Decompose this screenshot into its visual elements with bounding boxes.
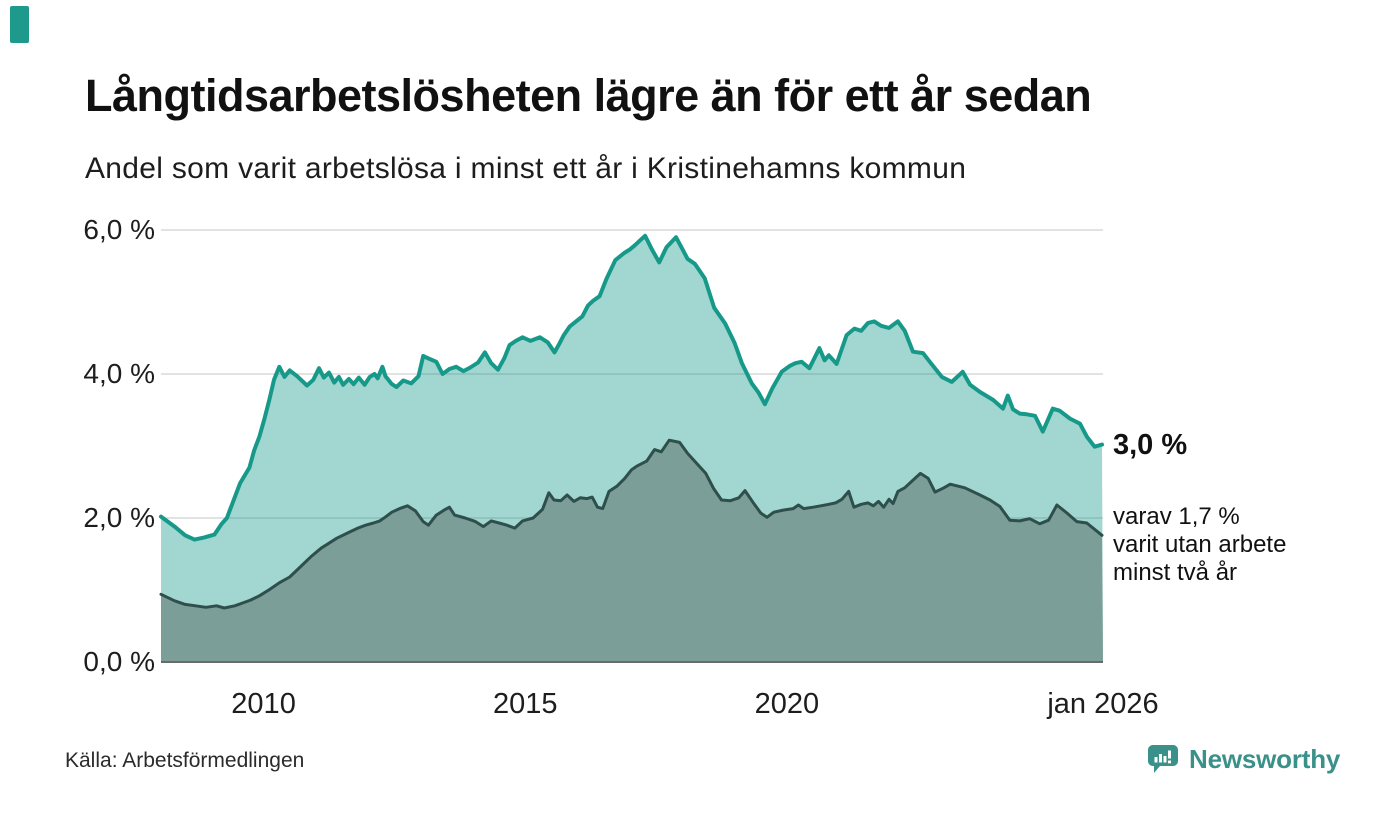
y-tick-label: 4,0 % [83, 358, 155, 389]
x-tick-label: 2010 [231, 688, 296, 720]
series-area [161, 440, 1103, 662]
latest-value-label: 3,0 % [1113, 429, 1188, 461]
secondary-annotation-line: varav 1,7 % [1113, 503, 1240, 530]
page-title: Långtidsarbetslösheten lägre än för ett … [85, 70, 1092, 121]
x-tick-label: jan 2026 [1047, 688, 1159, 720]
source-label: Källa: Arbetsförmedlingen [65, 749, 305, 772]
series-line [159, 233, 1104, 542]
corner-flag [10, 6, 29, 43]
y-tick-label: 2,0 % [83, 502, 155, 533]
newsworthy-wordmark: Newsworthy [1189, 743, 1341, 774]
y-tick-label: 0,0 % [83, 646, 155, 677]
series-line [159, 438, 1104, 610]
secondary-annotation: varav 1,7 % varit utan arbete minst två … [1113, 503, 1286, 587]
x-tick-label: 2020 [754, 688, 820, 720]
newsworthy-icon [1148, 745, 1178, 773]
secondary-annotation-line: minst två år [1113, 559, 1238, 586]
x-tick-label: 2015 [492, 688, 558, 720]
secondary-annotation-line: varit utan arbete [1113, 531, 1287, 558]
newsworthy-logo: Newsworthy [1146, 742, 1340, 776]
y-tick-label: 6,0 % [83, 214, 155, 245]
chart-subtitle: Andel som varit arbetslösa i minst ett å… [85, 152, 967, 185]
